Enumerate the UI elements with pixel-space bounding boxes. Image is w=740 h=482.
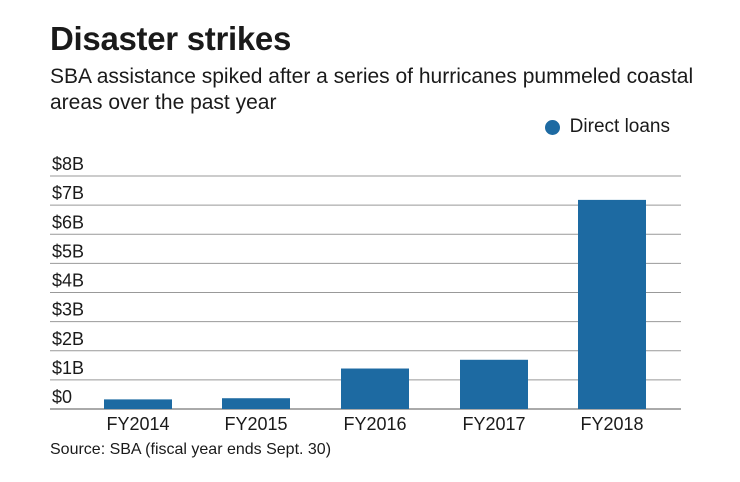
- y-tick-label: $1B: [52, 358, 84, 378]
- y-tick-label: $6B: [52, 212, 84, 232]
- source-note: Source: SBA (fiscal year ends Sept. 30): [50, 441, 332, 458]
- x-tick-label: FY2016: [343, 414, 406, 434]
- legend-label: Direct loans: [569, 116, 670, 137]
- bar-fy2016: [341, 368, 409, 409]
- y-tick-label: $3B: [52, 300, 84, 320]
- chart-subtitle: SBA assistance spiked after a series of …: [50, 65, 694, 114]
- legend: Direct loans: [544, 116, 670, 138]
- y-tick-label: $0: [52, 387, 72, 407]
- y-tick-label: $8B: [52, 154, 84, 174]
- y-tick-label: $5B: [52, 241, 84, 261]
- bar-fy2014: [104, 399, 172, 409]
- x-tick-label: FY2017: [462, 414, 525, 434]
- bar-fy2018: [578, 199, 646, 409]
- chart-title: Disaster strikes: [50, 20, 292, 57]
- y-tick-label: $4B: [52, 271, 84, 291]
- x-tick-label: FY2018: [580, 414, 643, 434]
- x-tick-label: FY2015: [224, 414, 287, 434]
- bar-fy2015: [222, 398, 290, 409]
- x-tick-label: FY2014: [106, 414, 169, 434]
- bar-fy2017: [460, 359, 528, 409]
- legend-marker: [544, 119, 560, 135]
- y-tick-label: $7B: [52, 183, 84, 203]
- y-tick-label: $2B: [52, 329, 84, 349]
